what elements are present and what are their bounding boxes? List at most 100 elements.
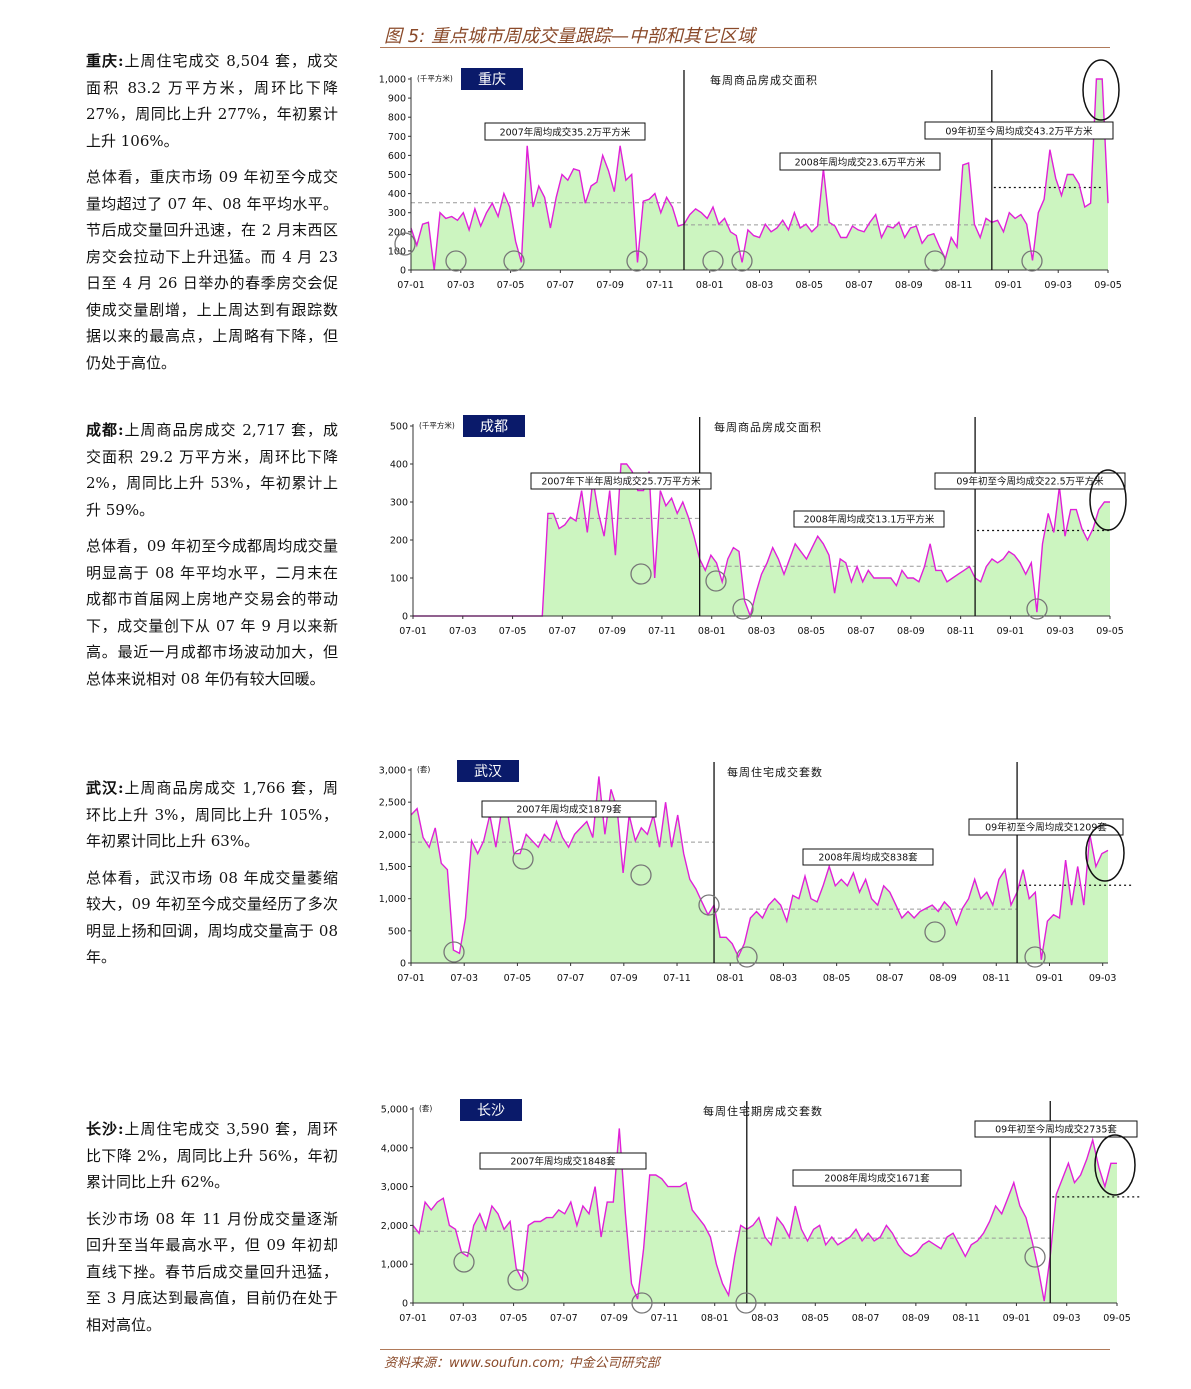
- x-tick-label: 07-05: [499, 626, 527, 637]
- x-tick-label: 08-01: [716, 973, 744, 984]
- annotation-text: 2008年周均成交13.1万平方米: [804, 514, 935, 526]
- x-tick-label: 07-11: [651, 1313, 679, 1324]
- x-tick-label: 07-01: [399, 626, 427, 637]
- y-tick-label: 500: [388, 170, 406, 181]
- city-name: 重庆:: [86, 52, 124, 70]
- x-tick-label: 08-05: [797, 626, 825, 637]
- y-tick-label: 1,500: [379, 862, 406, 873]
- highlight-circle: [736, 946, 758, 968]
- chart-title: 每周商品房成交面积: [710, 73, 818, 87]
- source-note: 资料来源：www.soufun.com; 中金公司研究部: [384, 1356, 660, 1371]
- highlight-circle: [924, 921, 946, 943]
- annotation-text: 09年初至今周均成交2735套: [995, 1124, 1117, 1136]
- y-tick-label: 1,000: [379, 75, 406, 86]
- highlight-circle: [1021, 250, 1043, 272]
- x-tick-label: 09-05: [1094, 280, 1122, 291]
- summary-paragraph: 长沙:上周住宅成交 3,590 套，周环比下降 2%，周同比上升 56%，年初累…: [86, 1116, 338, 1196]
- analysis-paragraph: 总体看，武汉市场 08 年成交量萎缩较大，09 年初至今成交量经历了多次明显上扬…: [86, 868, 338, 967]
- peak-circle: [1085, 824, 1125, 882]
- y-tick-label: 3,000: [379, 766, 406, 777]
- x-tick-label: 07-01: [399, 1313, 427, 1324]
- x-tick-label: 08-07: [876, 973, 904, 984]
- x-tick-label: 08-05: [795, 280, 823, 291]
- annotation-text: 09年初至今周均成交1209套: [985, 822, 1107, 834]
- y-tick-label: 2,000: [379, 830, 406, 841]
- x-tick-label: 09-03: [1089, 973, 1117, 984]
- annotation-box: [479, 1152, 647, 1170]
- chart-title: 每周住宅期房成交套数: [703, 1104, 823, 1118]
- y-tick-label: 0: [400, 959, 406, 970]
- x-tick-label: 09-01: [1036, 973, 1064, 984]
- annotation-text: 09年初至今周均成交22.5万平方米: [956, 476, 1104, 488]
- y-tick-label: 500: [390, 422, 408, 433]
- x-tick-label: 08-11: [952, 1313, 980, 1324]
- bottom-rule: [380, 1349, 1110, 1350]
- x-tick-label: 09-01: [997, 626, 1025, 637]
- x-tick-label: 07-07: [550, 1313, 578, 1324]
- highlight-circle: [626, 250, 648, 272]
- city-label-box: [461, 68, 523, 90]
- y-tick-label: 1,000: [379, 894, 406, 905]
- y-tick-label: 100: [390, 574, 408, 585]
- y-tick-label: 900: [388, 94, 406, 105]
- series-area: [411, 776, 1108, 963]
- highlight-circle: [735, 1292, 757, 1314]
- city-name: 长沙:: [86, 1120, 124, 1138]
- x-tick-label: 07-09: [596, 280, 624, 291]
- highlight-circle: [631, 1292, 653, 1314]
- highlight-circle: [924, 250, 946, 272]
- annotation-box: [481, 800, 657, 818]
- series-area: [413, 464, 1110, 616]
- unit-label: (套): [417, 764, 430, 774]
- x-tick-label: 08-05: [823, 973, 851, 984]
- x-tick-label: 07-05: [500, 1313, 528, 1324]
- y-tick-label: 300: [390, 498, 408, 509]
- y-tick-label: 200: [390, 536, 408, 547]
- series-line: [412, 1128, 1117, 1302]
- summary-text: 上周住宅成交 8,504 套，成交面积 83.2 万平方米，周环比下降 27%，…: [86, 52, 338, 150]
- city-name: 成都:: [86, 421, 124, 439]
- y-tick-label: 700: [388, 132, 406, 143]
- analysis-paragraph: 长沙市场 08 年 11 月份成交量逐渐回升至当年最高水平，但 09 年初却直线…: [86, 1209, 338, 1334]
- city-label: 重庆: [478, 72, 506, 88]
- x-tick-label: 07-05: [504, 973, 532, 984]
- y-tick-label: 2,500: [379, 798, 406, 809]
- analysis-paragraph: 总体看，09 年初至今成都周均成交量明显高于 08 年平均水平，二月末在成都市首…: [86, 537, 338, 688]
- annotation-text: 2007年周均成交1879套: [516, 804, 622, 816]
- x-tick-label: 07-07: [547, 280, 575, 291]
- x-tick-label: 08-01: [701, 1313, 729, 1324]
- unit-label: (千平方米): [417, 73, 453, 83]
- x-tick-label: 09-03: [1053, 1313, 1081, 1324]
- y-tick-label: 300: [388, 208, 406, 219]
- x-tick-label: 07-09: [600, 1313, 628, 1324]
- x-tick-label: 08-09: [929, 973, 957, 984]
- highlight-circle: [630, 563, 652, 585]
- highlight-circle: [731, 250, 753, 272]
- x-tick-label: 09-01: [1003, 1313, 1031, 1324]
- annotation-text: 2008年周均成交1671套: [824, 1173, 930, 1185]
- highlight-circle: [394, 232, 416, 256]
- summary-text: 上周商品房成交 1,766 套，周环比上升 3%，周同比上升 105%，年初累计…: [86, 779, 338, 850]
- x-tick-label: 07-11: [663, 973, 691, 984]
- top-rule: [380, 47, 1110, 48]
- unit-label: (套): [419, 1103, 432, 1113]
- y-tick-label: 5,000: [381, 1105, 408, 1116]
- highlight-circle: [705, 570, 727, 592]
- y-tick-label: 100: [388, 246, 406, 257]
- annotation-box: [484, 122, 646, 141]
- annotation-text: 2007年周均成交1848套: [510, 1156, 616, 1168]
- series-line: [410, 776, 1109, 960]
- highlight-circle: [1024, 1246, 1046, 1268]
- y-tick-label: 400: [390, 460, 408, 471]
- city-label-box: [463, 415, 525, 437]
- y-tick-label: 200: [388, 227, 406, 238]
- x-tick-label: 09-03: [1046, 626, 1074, 637]
- y-tick-label: 3,000: [381, 1182, 408, 1193]
- city-label-box: [460, 1099, 522, 1121]
- highlight-circle: [507, 1269, 529, 1291]
- summary-paragraph: 成都:上周商品房成交 2,717 套，成交面积 29.2 万平方米，周环比下降 …: [86, 417, 338, 523]
- x-tick-label: 09-05: [1096, 626, 1124, 637]
- chart-title: 每周住宅成交套数: [727, 765, 823, 779]
- x-tick-label: 07-01: [397, 973, 425, 984]
- analysis-paragraph: 总体看，重庆市场 09 年初至今成交量均超过了 07 年、08 年平均水平。节后…: [86, 168, 338, 372]
